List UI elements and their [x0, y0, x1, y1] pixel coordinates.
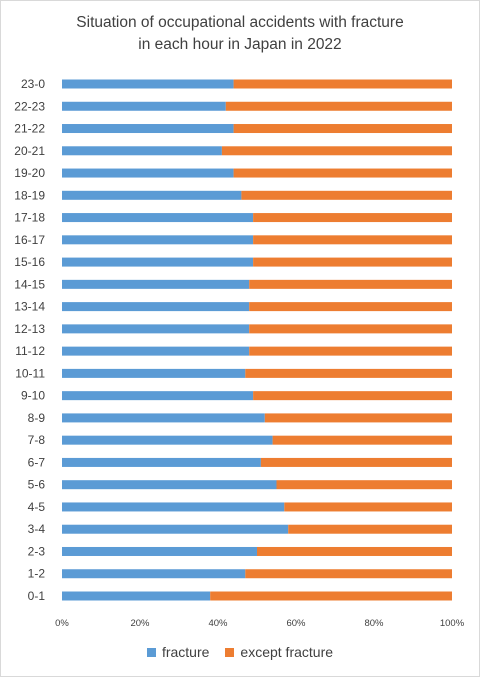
bar-except-fracture-8-9 — [264, 413, 452, 423]
legend-item-except-fracture: except fracture — [225, 644, 333, 660]
bar-except-fracture-1-2 — [245, 569, 452, 579]
bar-except-fracture-15-16 — [253, 257, 452, 267]
bar-fracture-3-4 — [62, 524, 289, 534]
bar-fracture-17-18 — [62, 213, 254, 223]
bar-fracture-8-9 — [62, 413, 265, 423]
x-tick-label-0: 0% — [55, 618, 69, 629]
bar-fracture-6-7 — [62, 457, 261, 467]
bar-except-fracture-5-6 — [276, 480, 452, 490]
bars-group — [62, 79, 452, 601]
bar-except-fracture-6-7 — [260, 457, 452, 467]
bar-except-fracture-0-1 — [210, 591, 452, 601]
legend-label-fracture: fracture — [161, 644, 210, 660]
x-tick-label-3: 60% — [286, 618, 306, 629]
y-tick-label-18-19: 18-19 — [14, 188, 45, 202]
bar-fracture-21-22 — [62, 124, 234, 134]
y-tick-label-6-7: 6-7 — [28, 455, 46, 469]
bar-fracture-13-14 — [62, 302, 250, 312]
bar-fracture-20-21 — [62, 146, 222, 156]
bar-fracture-11-12 — [62, 346, 250, 356]
bar-fracture-23-0 — [62, 79, 234, 89]
bar-fracture-14-15 — [62, 279, 250, 289]
bar-except-fracture-23-0 — [233, 79, 452, 89]
bar-fracture-16-17 — [62, 235, 254, 245]
bar-except-fracture-18-19 — [241, 190, 452, 200]
bar-fracture-22-23 — [62, 101, 226, 111]
bar-fracture-18-19 — [62, 190, 242, 200]
y-tick-label-0-1: 0-1 — [28, 589, 46, 603]
y-tick-label-14-15: 14-15 — [14, 277, 45, 291]
bar-fracture-2-3 — [62, 546, 257, 556]
y-tick-label-1-2: 1-2 — [28, 567, 46, 581]
y-tick-label-20-21: 20-21 — [14, 144, 45, 158]
bar-except-fracture-16-17 — [253, 235, 452, 245]
bar-except-fracture-22-23 — [225, 101, 452, 111]
bar-except-fracture-9-10 — [253, 391, 452, 401]
bar-except-fracture-7-8 — [272, 435, 452, 445]
y-tick-label-22-23: 22-23 — [14, 99, 45, 113]
bar-except-fracture-3-4 — [288, 524, 452, 534]
x-axis-labels: 0% 20% 40% 60% 80% 100% — [55, 618, 465, 629]
bar-fracture-5-6 — [62, 480, 277, 490]
x-tick-label-2: 40% — [208, 618, 228, 629]
y-tick-label-17-18: 17-18 — [14, 211, 45, 225]
y-tick-label-13-14: 13-14 — [14, 300, 45, 314]
bar-except-fracture-19-20 — [233, 168, 452, 178]
y-tick-label-19-20: 19-20 — [14, 166, 45, 180]
y-tick-label-8-9: 8-9 — [28, 411, 46, 425]
legend-swatch-except-fracture — [225, 647, 235, 657]
y-tick-label-10-11: 10-11 — [15, 366, 45, 380]
y-tick-label-2-3: 2-3 — [28, 544, 46, 558]
legend-label-except-fracture: except fracture — [240, 644, 334, 660]
bar-fracture-4-5 — [62, 502, 285, 512]
y-tick-label-4-5: 4-5 — [28, 500, 46, 514]
bar-except-fracture-12-13 — [249, 324, 452, 334]
bar-except-fracture-14-15 — [249, 279, 452, 289]
bar-except-fracture-20-21 — [221, 146, 452, 156]
bar-fracture-10-11 — [62, 368, 246, 378]
x-tick-label-4: 80% — [364, 618, 384, 629]
y-tick-label-15-16: 15-16 — [14, 255, 45, 269]
legend-swatch-fracture — [146, 647, 156, 657]
bar-except-fracture-17-18 — [253, 213, 452, 223]
chart-title-line-2: in each hour in Japan in 2022 — [138, 36, 342, 53]
y-tick-label-21-22: 21-22 — [14, 122, 45, 136]
x-tick-label-5: 100% — [440, 618, 465, 629]
bar-except-fracture-4-5 — [284, 502, 452, 512]
y-axis-labels: 0-1 1-2 2-3 3-4 4-5 5-6 6-7 7-8 8-9 9-10 10-11 11-1… — [14, 77, 45, 603]
y-tick-label-11-12: 11-12 — [15, 344, 45, 358]
y-tick-label-12-13: 12-13 — [14, 322, 45, 336]
y-tick-label-5-6: 5-6 — [28, 478, 46, 492]
y-tick-label-16-17: 16-17 — [14, 233, 45, 247]
bar-fracture-19-20 — [62, 168, 234, 178]
bar-except-fracture-2-3 — [257, 546, 452, 556]
bar-except-fracture-11-12 — [249, 346, 452, 356]
legend-item-fracture: fracture — [146, 644, 210, 660]
chart-title: Situation of occupational accidents with… — [0, 12, 480, 56]
legend: fracture except fracture — [0, 644, 480, 660]
bar-fracture-0-1 — [62, 591, 211, 601]
bar-except-fracture-13-14 — [249, 302, 452, 312]
bar-fracture-15-16 — [62, 257, 254, 267]
bar-fracture-1-2 — [62, 569, 246, 579]
bar-fracture-7-8 — [62, 435, 273, 445]
bar-fracture-9-10 — [62, 391, 254, 401]
chart-title-line-1: Situation of occupational accidents with… — [76, 14, 404, 31]
bar-except-fracture-21-22 — [233, 124, 452, 134]
bar-fracture-12-13 — [62, 324, 250, 334]
y-tick-label-9-10: 9-10 — [21, 389, 45, 403]
y-tick-label-7-8: 7-8 — [28, 433, 46, 447]
bar-except-fracture-10-11 — [245, 368, 452, 378]
y-tick-label-3-4: 3-4 — [28, 522, 46, 536]
y-tick-label-23-0: 23-0 — [21, 77, 45, 91]
x-tick-label-1: 20% — [130, 618, 150, 629]
